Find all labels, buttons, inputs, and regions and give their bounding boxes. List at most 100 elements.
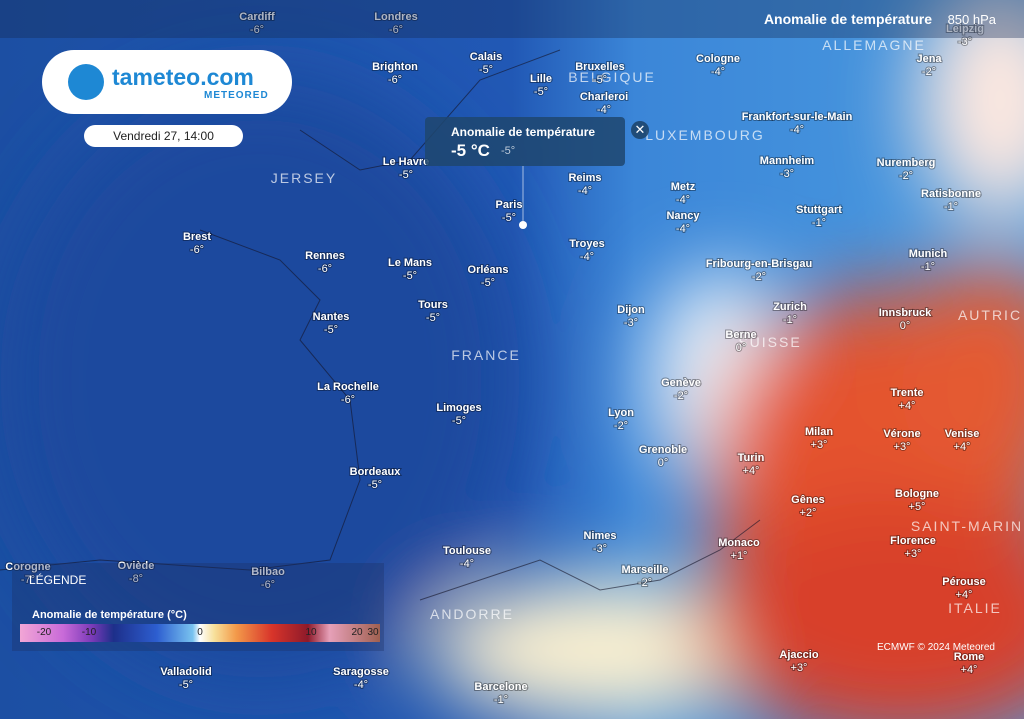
city[interactable]: Florence+3° xyxy=(889,534,937,561)
city[interactable]: Lille-5° xyxy=(529,72,553,99)
country-label: ITALIE xyxy=(948,600,1002,616)
city[interactable]: Le Mans-5° xyxy=(387,256,433,283)
city[interactable]: Genève-2° xyxy=(660,376,702,403)
city-name: Londres xyxy=(374,11,417,23)
brand-sub: METEORED xyxy=(204,90,269,101)
city[interactable]: Bilbao-6° xyxy=(250,565,286,592)
legend-tick: 0 xyxy=(197,627,203,638)
level[interactable]: 850 hPa xyxy=(947,12,996,27)
city[interactable]: Toulouse-4° xyxy=(442,544,492,571)
city[interactable]: Milan+3° xyxy=(804,425,834,452)
city[interactable]: Turin+4° xyxy=(737,451,766,478)
city[interactable]: Calais-5° xyxy=(469,50,503,77)
city[interactable]: Monaco+1° xyxy=(717,536,761,563)
city[interactable]: Stuttgart-1° xyxy=(795,203,843,230)
city-anomaly: -5° xyxy=(502,212,516,224)
legend-tick: -20 xyxy=(36,627,52,638)
city-anomaly: -1° xyxy=(783,314,797,326)
city[interactable]: Corogne-7° xyxy=(4,560,51,587)
city-name: Genève xyxy=(661,377,701,389)
layer-name[interactable]: Anomalie de température xyxy=(763,11,932,27)
city[interactable]: Barcelone-1° xyxy=(473,680,528,707)
city-name: Tours xyxy=(418,299,448,311)
city-name: Calais xyxy=(470,51,502,63)
date[interactable]: Vendredi 27, 14:00 xyxy=(84,125,243,147)
city[interactable]: Charleroi-4° xyxy=(579,90,629,117)
city[interactable]: Nuremberg-2° xyxy=(876,156,937,183)
city[interactable]: Saragosse-4° xyxy=(332,665,390,692)
city-anomaly: -5° xyxy=(534,86,548,98)
city[interactable]: Jena-2° xyxy=(915,52,943,79)
city-anomaly: -5° xyxy=(479,64,493,76)
city[interactable]: Brest-6° xyxy=(182,230,212,257)
city[interactable]: Ratisbonne-1° xyxy=(920,187,982,214)
city[interactable]: Marseille-2° xyxy=(620,563,669,590)
city[interactable]: Ajaccio+3° xyxy=(778,648,819,675)
city[interactable]: Nimes-3° xyxy=(582,529,617,556)
city[interactable]: Leipzig-3° xyxy=(945,22,985,49)
city-anomaly: +1° xyxy=(731,550,748,562)
city[interactable]: Zurich-1° xyxy=(772,300,808,327)
city[interactable]: Cologne-4° xyxy=(695,52,741,79)
country-label: SAINT-MARIN xyxy=(911,518,1023,534)
city[interactable]: Rome+4° xyxy=(953,650,986,677)
city[interactable]: Cardiff-6° xyxy=(238,10,276,37)
city-anomaly: -5° xyxy=(403,270,417,282)
city-name: Nuremberg xyxy=(877,157,936,169)
city[interactable]: Trente+4° xyxy=(889,386,924,413)
city-anomaly: -7° xyxy=(21,574,35,586)
city[interactable]: Gênes+2° xyxy=(790,493,826,520)
city[interactable]: Troyes-4° xyxy=(568,237,605,264)
city[interactable]: Limoges-5° xyxy=(435,401,482,428)
legend: LÉGENDE Anomalie de température (°C) -20… xyxy=(12,563,384,651)
city-name: Bordeaux xyxy=(350,466,402,478)
city[interactable]: Fribourg-en-Brisgau-2° xyxy=(705,257,813,284)
legend-heading[interactable]: LÉGENDE xyxy=(29,573,87,587)
city[interactable]: Tours-5° xyxy=(417,298,449,325)
city[interactable]: Bordeaux-5° xyxy=(349,465,403,492)
city[interactable]: Valladolid-5° xyxy=(159,665,212,692)
logo[interactable]: tameteo.com METEORED xyxy=(42,50,292,114)
city[interactable]: Le Havre-5° xyxy=(382,155,430,182)
city[interactable]: Paris-5° xyxy=(495,198,524,225)
city[interactable]: Reims-4° xyxy=(567,171,602,198)
city-anomaly: -8° xyxy=(129,573,143,585)
city[interactable]: Orléans-5° xyxy=(467,263,510,290)
close-button[interactable]: ✕ xyxy=(631,121,649,139)
city[interactable]: Bruxelles-5° xyxy=(574,60,626,87)
city-anomaly: -5° xyxy=(179,679,193,691)
popup-title: Anomalie de température xyxy=(451,125,596,139)
city[interactable]: Frankfort-sur-le-Main-4° xyxy=(741,110,854,137)
city-anomaly: 0° xyxy=(658,457,669,469)
city[interactable]: Lyon-2° xyxy=(607,406,635,433)
city-name: Munich xyxy=(909,248,948,260)
city[interactable]: Pérouse+4° xyxy=(941,575,986,602)
city-name: Marseille xyxy=(621,564,668,576)
city-name: Jena xyxy=(916,53,942,65)
city[interactable]: Mannheim-3° xyxy=(759,154,816,181)
city[interactable]: Metz-4° xyxy=(670,180,697,207)
city[interactable]: La Rochelle-6° xyxy=(316,380,380,407)
city[interactable]: Brighton-6° xyxy=(371,60,419,87)
city-name: Orléans xyxy=(468,264,509,276)
city[interactable]: Nantes-5° xyxy=(312,310,351,337)
city-anomaly: -4° xyxy=(460,558,474,570)
city[interactable]: Nancy-4° xyxy=(665,209,701,236)
city-anomaly: -5° xyxy=(324,324,338,336)
country-label: LUXEMBOURG xyxy=(645,127,765,143)
city-name: Le Mans xyxy=(388,257,432,269)
city[interactable]: Dijon-3° xyxy=(616,303,646,330)
country-label: ALLEMAGNE xyxy=(822,37,926,53)
city[interactable]: Vérone+3° xyxy=(882,427,921,454)
city-anomaly: +4° xyxy=(743,465,760,477)
city[interactable]: Venise+4° xyxy=(944,427,981,454)
city[interactable]: Londres-6° xyxy=(373,10,418,37)
city[interactable]: Rennes-6° xyxy=(304,249,346,276)
city[interactable]: Bologne+5° xyxy=(894,487,940,514)
city[interactable]: Oviède-8° xyxy=(117,559,156,586)
city[interactable]: Munich-1° xyxy=(908,247,949,274)
city-anomaly: -5° xyxy=(399,169,413,181)
